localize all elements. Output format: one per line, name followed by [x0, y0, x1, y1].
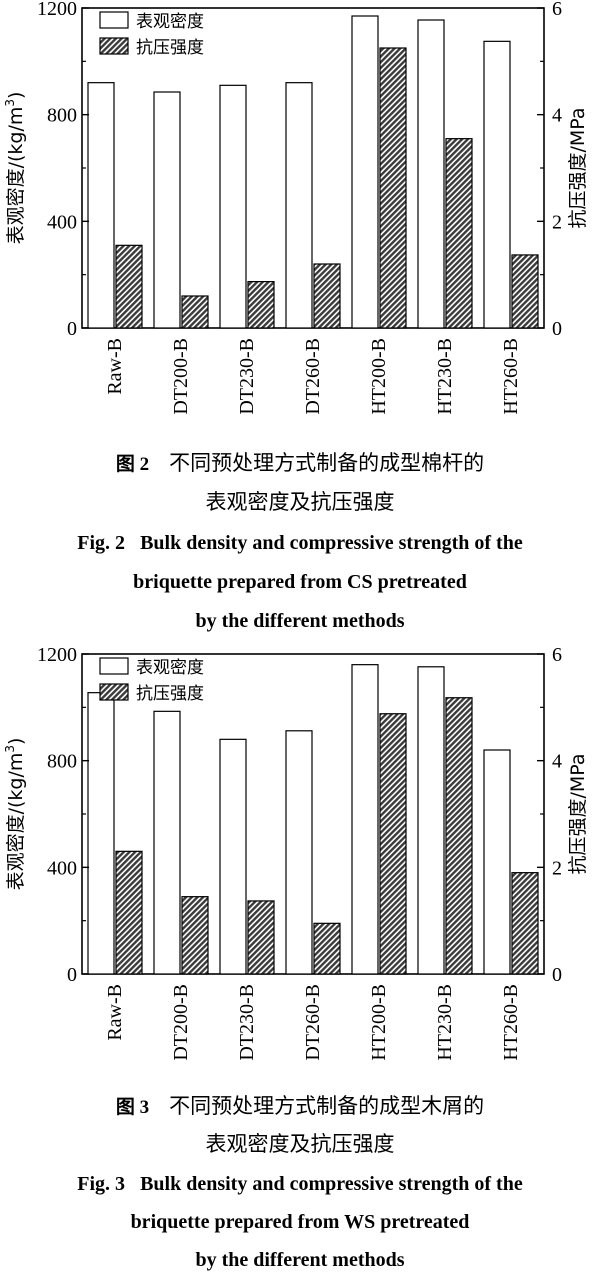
fig2-caption-en-line1: Fig. 2 Bulk density and compressive stre…	[0, 524, 600, 563]
left-axis-label: 表观密度/(kg/m3)	[3, 92, 27, 245]
legend-swatch-density	[99, 11, 129, 29]
right-axis-label: 抗压强度/MPa	[567, 753, 589, 874]
strength-bar-HT260-B	[511, 254, 539, 329]
density-bar-DT260-B	[285, 82, 313, 329]
right-tick-label: 0	[552, 964, 562, 986]
fig3-caption-en-line1: Fig. 3 Bulk density and compressive stre…	[0, 1165, 600, 1204]
density-bar-HT200-B	[351, 15, 379, 329]
density-bar-HT230-B	[417, 19, 445, 329]
strength-bar-Raw-B	[115, 850, 143, 975]
left-tick-label: 400	[47, 857, 77, 879]
x-tick-label-DT200-B: DT200-B	[170, 984, 192, 1061]
fig2-caption-en-line3: by the different methods	[195, 610, 405, 632]
x-tick-label-DT200-B: DT200-B	[170, 338, 192, 415]
left-axis-label-tail: )	[5, 738, 27, 745]
strength-bar-DT260-B	[313, 922, 341, 975]
x-tick-label-Raw-B: Raw-B	[104, 984, 126, 1041]
density-bar-DT200-B	[153, 91, 181, 329]
x-tick-label-HT260-B: HT260-B	[500, 984, 522, 1061]
left-tick-label: 400	[47, 211, 77, 233]
x-tick-label-DT260-B: DT260-B	[302, 984, 324, 1061]
fig3-caption-en-text1: Bulk density and compressive strength of…	[140, 1173, 523, 1195]
strength-bar-HT260-B	[511, 872, 539, 975]
fig2-caption-en-text1: Bulk density and compressive strength of…	[140, 532, 523, 554]
left-axis-label-main: 表观密度/(kg/m	[5, 107, 27, 245]
left-tick-label: 0	[67, 964, 77, 986]
left-tick-label: 800	[47, 105, 77, 127]
left-axis-label-main: 表观密度/(kg/m	[5, 753, 27, 891]
legend-label-strength: 抗压强度	[136, 38, 204, 58]
left-tick-label: 1200	[37, 0, 77, 20]
right-tick-label: 4	[552, 751, 562, 773]
x-tick-label-Raw-B: Raw-B	[104, 338, 126, 395]
strength-bar-DT230-B	[247, 281, 275, 329]
x-tick-label-HT200-B: HT200-B	[368, 338, 390, 415]
right-tick-label: 2	[552, 857, 562, 879]
strength-bar-HT230-B	[445, 697, 473, 975]
left-axis-label-sup: 3	[3, 745, 17, 753]
legend-swatch-strength	[99, 683, 129, 701]
left-axis-label-tail: )	[5, 92, 27, 99]
strength-bar-DT260-B	[313, 263, 341, 329]
legend-swatch-density	[99, 657, 129, 675]
density-bar-Raw-B	[87, 82, 115, 329]
fig3-caption-en-line2: briquette prepared from WS pretreated	[130, 1211, 470, 1233]
density-bar-DT230-B	[219, 84, 247, 329]
right-tick-label: 6	[552, 646, 562, 666]
fig2-caption-cn-text1: 不同预处理方式制备的成型棉杆的	[169, 451, 485, 475]
density-bar-DT200-B	[153, 710, 181, 975]
strength-bar-Raw-B	[115, 244, 143, 329]
x-tick-label-DT230-B: DT230-B	[236, 984, 258, 1061]
density-bar-Raw-B	[87, 692, 115, 975]
fig2-caption-cn-line2: 表观密度及抗压强度	[205, 490, 395, 514]
fig3-caption-en-line3: by the different methods	[195, 1249, 405, 1271]
left-axis-label: 表观密度/(kg/m3)	[3, 738, 27, 891]
right-tick-label: 4	[552, 105, 562, 127]
legend-label-density: 表观密度	[136, 12, 204, 32]
strength-bar-DT200-B	[181, 896, 209, 975]
strength-bar-DT230-B	[247, 900, 275, 975]
fig2-caption-en-number: Fig. 2	[77, 532, 126, 554]
x-tick-label-HT230-B: HT230-B	[434, 984, 456, 1061]
strength-bar-DT200-B	[181, 295, 209, 329]
density-bar-HT200-B	[351, 664, 379, 975]
density-bar-DT230-B	[219, 738, 247, 975]
strength-bar-HT200-B	[379, 47, 407, 329]
fig3-caption-cn-line1: 图 3 不同预处理方式制备的成型木屑的	[0, 1087, 600, 1127]
left-axis-label-sup: 3	[3, 99, 17, 107]
bar-chart-fig3: Raw-B DT200-B DT230-B DT260-B HT200-B HT230-B…	[3, 646, 589, 1061]
x-tick-label-HT260-B: HT260-B	[500, 338, 522, 415]
density-bar-DT260-B	[285, 730, 313, 975]
legend-label-density: 表观密度	[136, 658, 204, 678]
x-tick-label-HT230-B: HT230-B	[434, 338, 456, 415]
left-tick-label: 0	[67, 318, 77, 340]
density-bar-HT260-B	[483, 749, 511, 975]
density-bar-HT230-B	[417, 666, 445, 975]
fig2-caption-en-line2: briquette prepared from CS pretreated	[133, 571, 467, 593]
x-tick-label-DT260-B: DT260-B	[302, 338, 324, 415]
left-tick-label: 1200	[37, 646, 77, 666]
fig3-caption-cn-line2: 表观密度及抗压强度	[205, 1132, 395, 1156]
legend-label-strength: 抗压强度	[136, 684, 204, 704]
strength-bar-HT200-B	[379, 713, 407, 975]
fig3-caption-cn-number: 图 3	[115, 1097, 150, 1118]
fig3-caption-cn-text1: 不同预处理方式制备的成型木屑的	[169, 1094, 485, 1118]
density-bar-HT260-B	[483, 40, 511, 329]
fig2-caption-cn-line1: 图 2 不同预处理方式制备的成型棉杆的	[0, 444, 600, 484]
right-tick-label: 6	[552, 0, 562, 20]
bar-chart-fig2: Raw-B DT200-B DT230-B DT260-B HT200-B HT230-B…	[3, 0, 589, 415]
x-tick-label-DT230-B: DT230-B	[236, 338, 258, 415]
fig3-caption-en-number: Fig. 3	[77, 1173, 126, 1195]
right-tick-label: 0	[552, 318, 562, 340]
legend-swatch-strength	[99, 37, 129, 55]
left-tick-label: 800	[47, 751, 77, 773]
strength-bar-HT230-B	[445, 138, 473, 329]
figure-3-chart: Raw-B DT200-B DT230-B DT260-B HT200-B HT230-B…	[0, 646, 600, 1066]
figure-2-chart: Raw-B DT200-B DT230-B DT260-B HT200-B HT230-B…	[0, 0, 600, 420]
right-axis-label: 抗压强度/MPa	[567, 107, 589, 228]
x-tick-label-HT200-B: HT200-B	[368, 984, 390, 1061]
right-tick-label: 2	[552, 211, 562, 233]
fig2-caption-cn-number: 图 2	[115, 454, 150, 475]
